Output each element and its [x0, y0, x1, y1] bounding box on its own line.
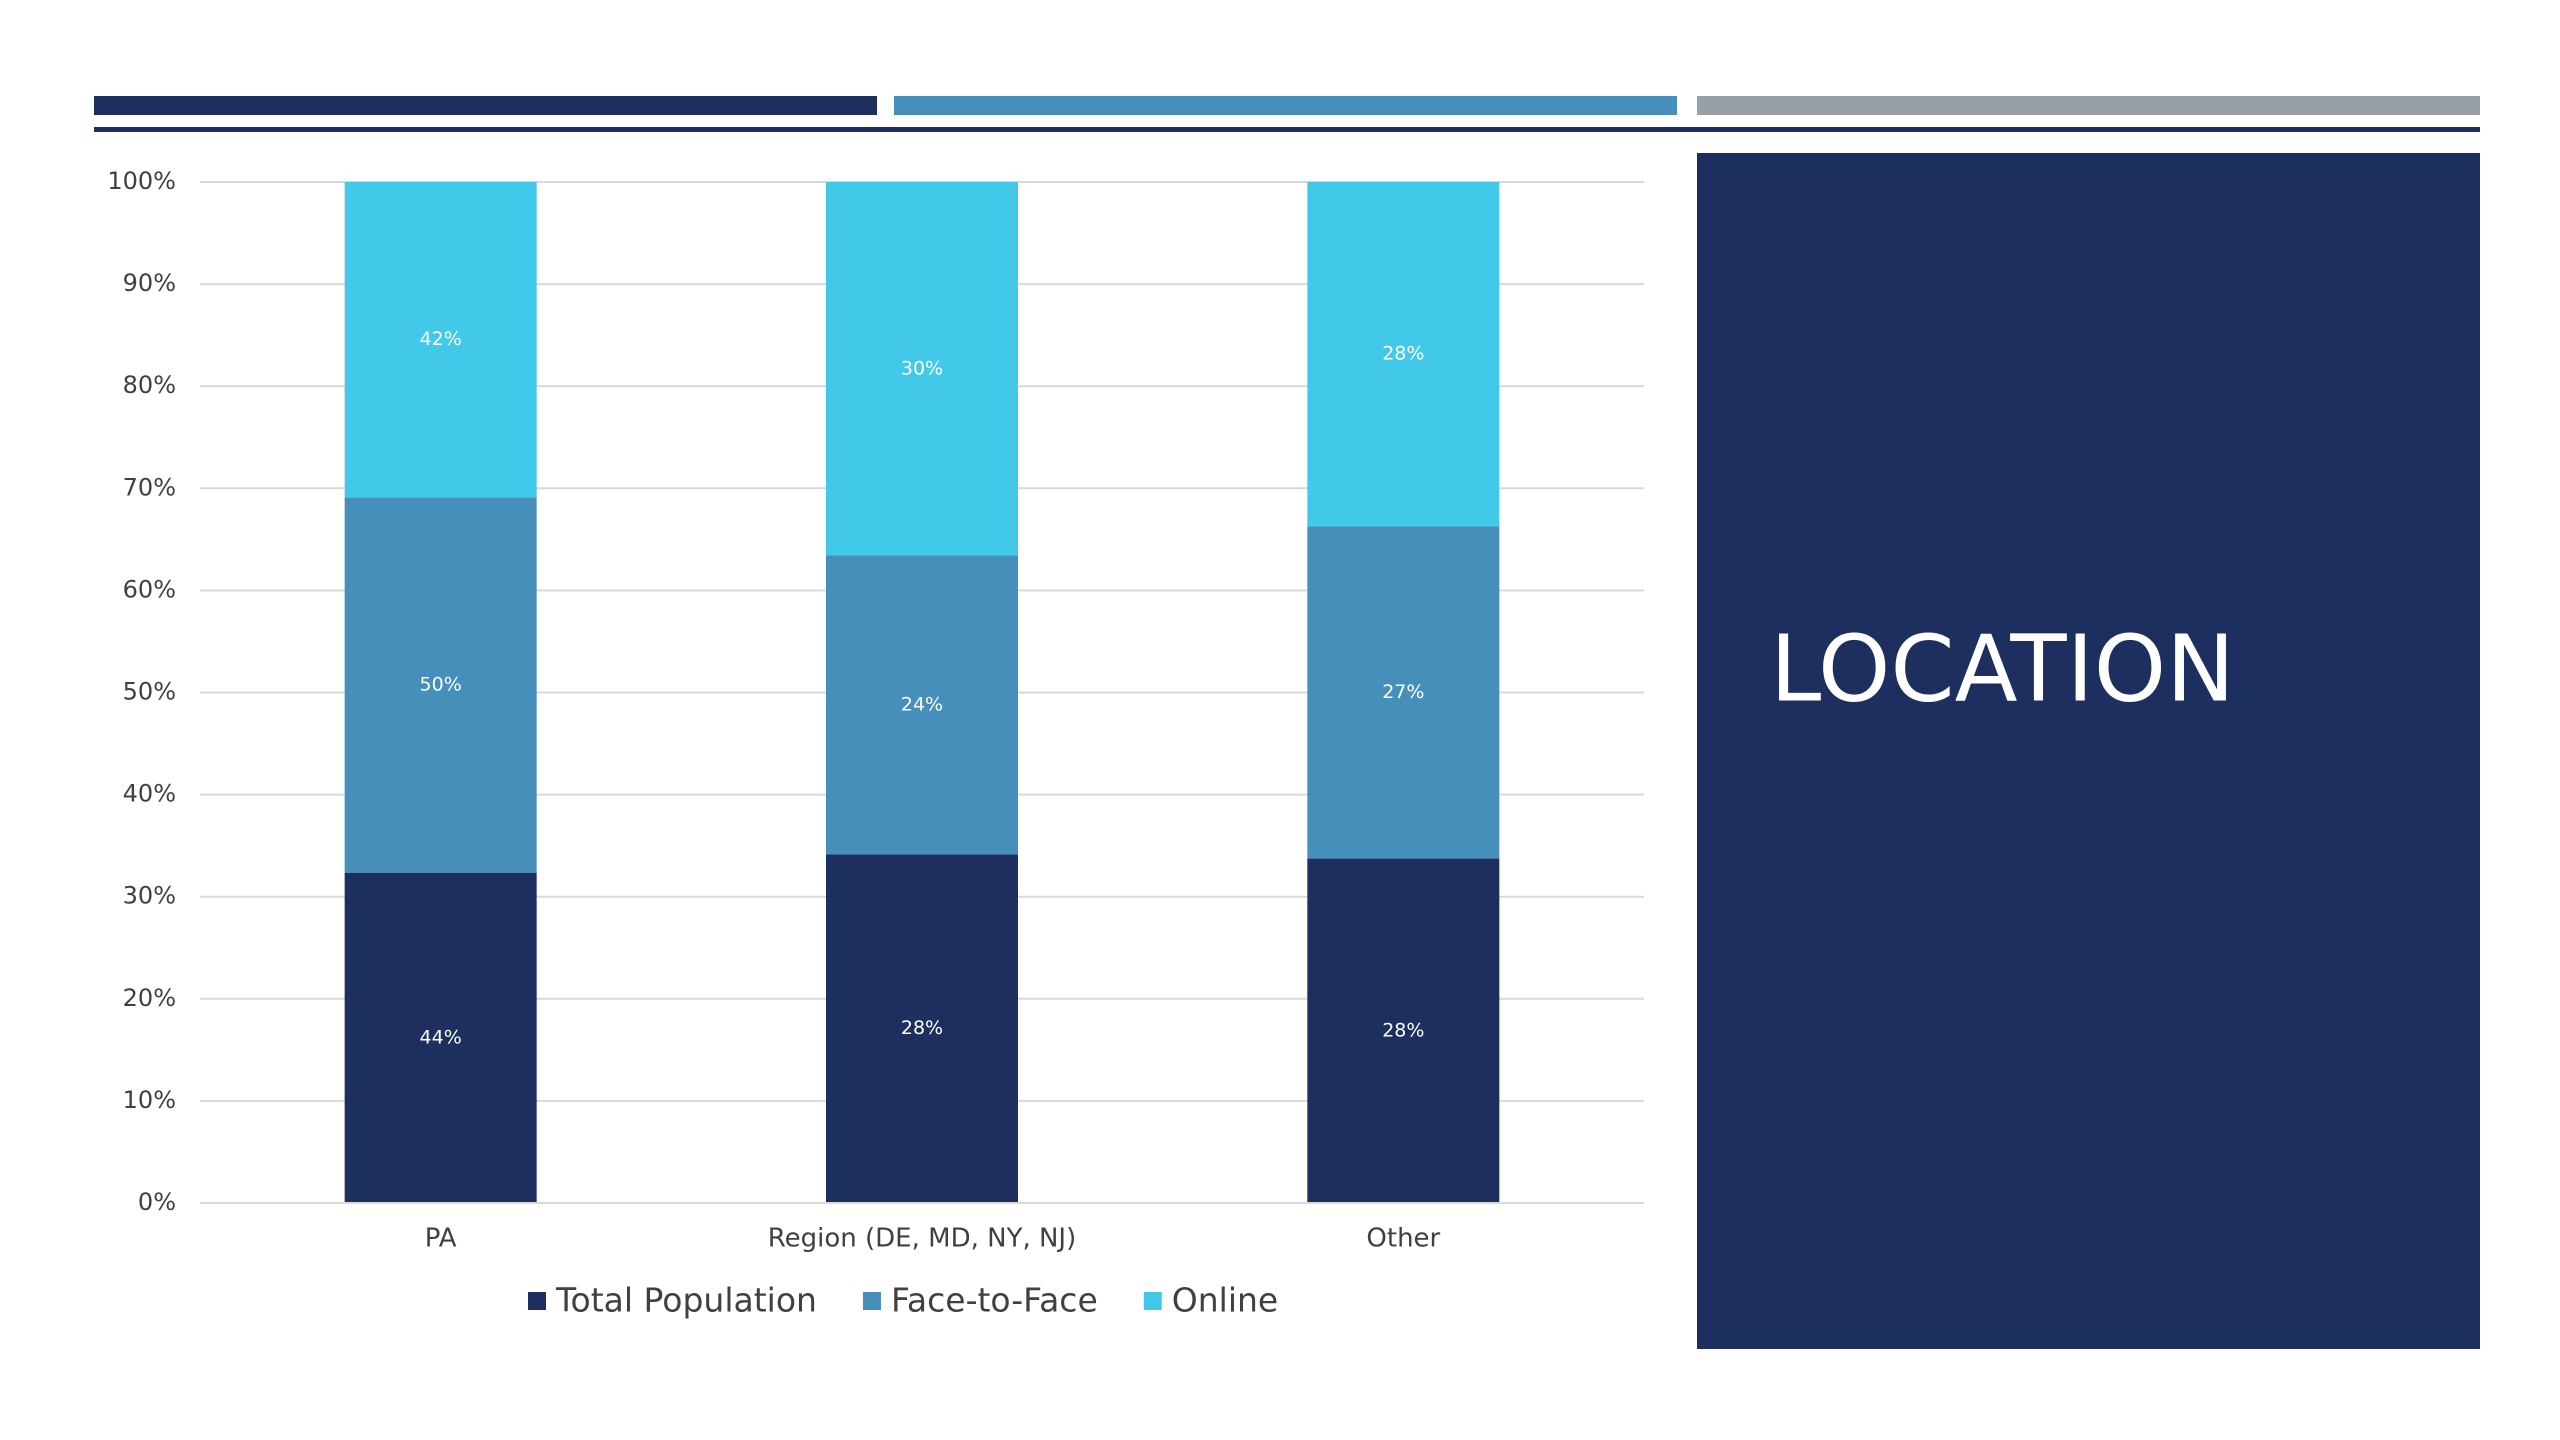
bar-segment [344, 872, 537, 1203]
bar-segment [1307, 526, 1500, 859]
legend-swatch [1143, 1292, 1162, 1310]
y-tick-label: 10% [123, 1086, 176, 1114]
y-tick-label: 80% [123, 371, 176, 399]
y-tick-label: 40% [123, 780, 176, 808]
accent-bar [1697, 96, 2480, 115]
data-label: 42% [420, 328, 462, 350]
y-tick-label: 30% [123, 882, 176, 910]
bar-segment [1307, 858, 1500, 1203]
accent-bar [94, 96, 877, 115]
y-tick-label: 100% [107, 167, 176, 195]
x-tick-label: PA [425, 1224, 457, 1254]
bar-segment [344, 182, 537, 498]
slide-title: LOCATION [1770, 615, 2235, 722]
title-panel [1697, 153, 2480, 1349]
data-label: 28% [901, 1017, 943, 1039]
y-tick-label: 90% [123, 269, 176, 297]
accent-bar [894, 96, 1677, 115]
data-label: 27% [1382, 681, 1424, 703]
data-label: 24% [901, 693, 943, 715]
x-tick-label: Region (DE, MD, NY, NJ) [768, 1224, 1077, 1254]
data-label: 50% [420, 673, 462, 695]
legend-swatch [528, 1292, 546, 1310]
y-tick-label: 0% [138, 1188, 176, 1216]
legend-label: Face-to-Face [891, 1281, 1098, 1320]
bar-segment [1307, 182, 1500, 527]
data-label: 28% [1382, 343, 1424, 365]
bar-segment [344, 497, 537, 873]
data-label: 44% [420, 1026, 462, 1048]
y-tick-label: 70% [123, 473, 176, 501]
rule-line [94, 127, 2480, 132]
bar-segment [826, 555, 1018, 855]
data-label: 28% [1382, 1019, 1424, 1041]
y-tick-label: 50% [123, 678, 176, 706]
y-tick-label: 60% [123, 575, 176, 603]
legend-swatch [862, 1292, 881, 1310]
bar-segment [826, 854, 1018, 1203]
legend-label: Online [1172, 1281, 1278, 1320]
y-tick-label: 20% [123, 984, 176, 1012]
bar-segment [826, 182, 1018, 556]
data-label: 30% [901, 357, 943, 379]
legend-label: Total Population [555, 1281, 817, 1320]
chart: 0% 10% 20% 30% 40% 50% 60% 70% 80% 90% 100% 44% 50% 4… [107, 167, 1644, 1320]
x-tick-label: Other [1366, 1224, 1440, 1254]
